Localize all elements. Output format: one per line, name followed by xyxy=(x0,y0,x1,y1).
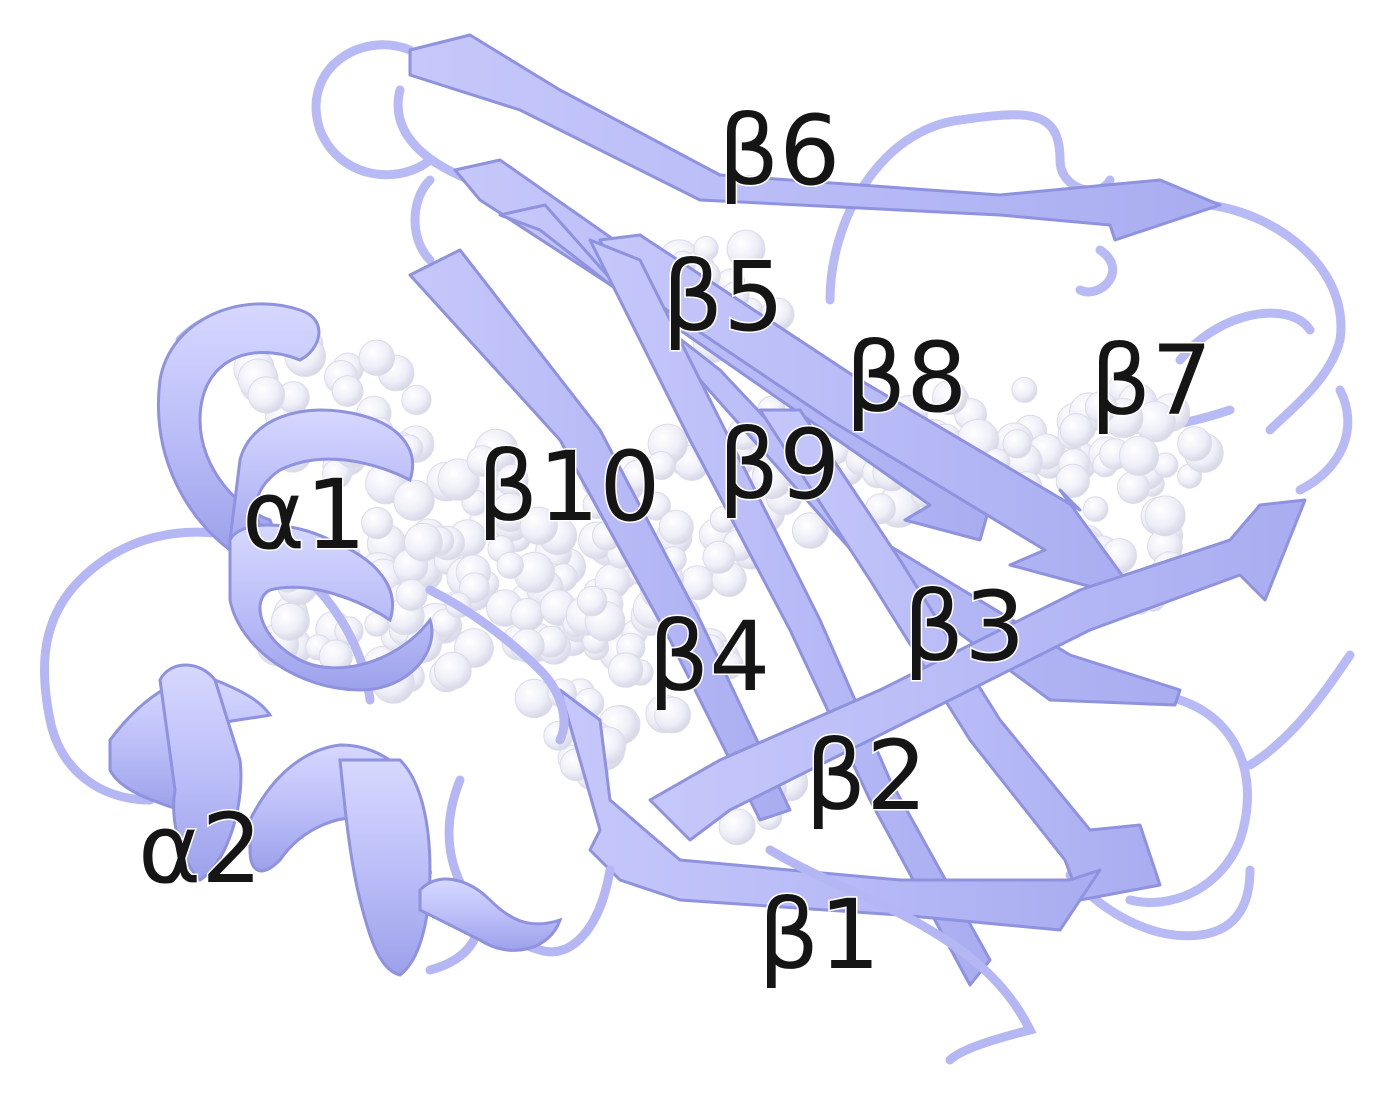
ligand-atom xyxy=(1144,495,1186,537)
ligand-atom xyxy=(1177,426,1213,462)
ligand-atom xyxy=(401,384,432,416)
label-b1: β1 xyxy=(758,879,880,991)
ligand-atom xyxy=(1011,376,1038,403)
ligand-atom xyxy=(932,379,968,415)
ligand-atom xyxy=(519,506,558,545)
label-b5: β5 xyxy=(662,241,784,353)
label-a1: α1 xyxy=(242,459,366,571)
ligand-atom xyxy=(395,578,428,611)
ligand-atom xyxy=(496,551,524,579)
strand-b10 xyxy=(408,248,792,822)
ligand-atom xyxy=(702,540,736,574)
strand-b3 xyxy=(758,408,1162,902)
helix-a2 xyxy=(108,663,563,977)
strand-b4 xyxy=(588,238,992,987)
ligand-atom xyxy=(1084,391,1118,424)
ligand-atom xyxy=(403,522,443,562)
strand-b1 xyxy=(558,688,1102,932)
ligand-atom xyxy=(791,512,829,549)
ligand-atom xyxy=(393,479,435,521)
label-b3: β3 xyxy=(903,571,1025,683)
label-b4: β4 xyxy=(648,601,770,713)
ligand-atom xyxy=(247,376,286,414)
ligand-atom xyxy=(1059,413,1094,448)
ligand-atom xyxy=(437,458,480,501)
ligand-atom xyxy=(642,491,671,521)
ligand-atom xyxy=(331,375,364,407)
ligand-atom xyxy=(718,808,756,846)
ligand-atom xyxy=(433,651,472,690)
label-b8: β8 xyxy=(845,322,967,434)
ligand-atom xyxy=(459,572,490,603)
structure-labels: β6 β5 β8 β7 α1 β10 β9 β4 β3 β2 α2 β1 xyxy=(137,94,1214,993)
ligand-atom xyxy=(607,652,644,688)
ligand-atom xyxy=(358,339,395,376)
helix-a1 xyxy=(157,302,434,692)
label-b10: β10 xyxy=(477,431,660,543)
ligand-atom xyxy=(1119,435,1159,476)
strand-b2 xyxy=(648,498,1307,842)
ligand-atom xyxy=(510,598,544,632)
label-b2: β2 xyxy=(805,720,927,832)
label-b6: β6 xyxy=(718,95,840,207)
ligand-atom xyxy=(658,509,694,545)
ligand-atom xyxy=(693,235,719,262)
ligand-atom xyxy=(654,696,691,734)
ligand-atom xyxy=(726,229,766,269)
ligand-atom xyxy=(1082,496,1109,522)
ligand-atom xyxy=(466,445,499,477)
ligand-atom xyxy=(1055,463,1090,498)
ligand-atom xyxy=(576,585,608,617)
beta-strands xyxy=(408,33,1307,987)
strand-b6 xyxy=(408,33,1222,242)
ligand-atom xyxy=(1116,470,1150,504)
ligand-atom xyxy=(270,602,309,641)
ligand-atom xyxy=(1002,429,1032,459)
label-b9: β9 xyxy=(718,409,840,521)
ligand-atom xyxy=(361,506,394,540)
label-a2: α2 xyxy=(138,793,262,905)
label-b7: β7 xyxy=(1090,325,1212,437)
